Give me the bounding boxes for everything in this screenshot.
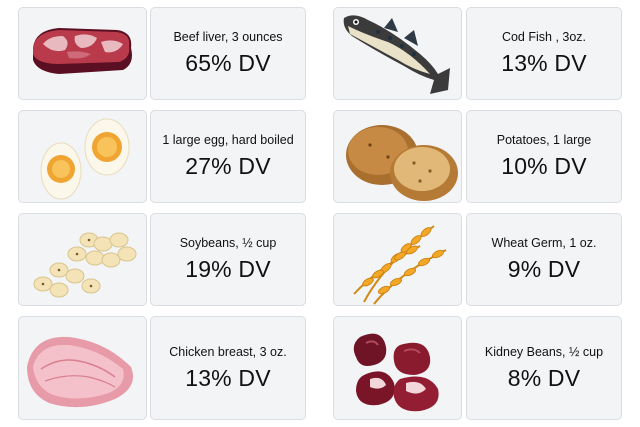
food-label: Potatoes, 1 large (496, 133, 592, 147)
food-info-card: Cod Fish , 3oz. 13% DV (466, 7, 622, 100)
daily-value: 10% DV (501, 153, 587, 179)
daily-value: 9% DV (507, 256, 581, 282)
food-info-card: Kidney Beans, ½ cup 8% DV (466, 316, 622, 420)
food-image-tile (18, 316, 147, 420)
chicken-breast-icon (27, 336, 133, 408)
kidney-beans-icon (353, 333, 439, 412)
potato-icon (346, 125, 458, 201)
food-image-tile (18, 7, 147, 100)
food-label: Kidney Beans, ½ cup (484, 344, 604, 359)
food-label: 1 large egg, hard boiled (162, 133, 294, 147)
food-label: Soybeans, ½ cup (179, 236, 277, 250)
food-image-tile (333, 213, 462, 306)
food-label: Wheat Germ, 1 oz. (491, 236, 597, 250)
food-label: Beef liver, 3 ounces (173, 30, 283, 44)
food-image-tile (333, 7, 462, 100)
cod-fish-icon (343, 15, 450, 94)
food-info-card: Soybeans, ½ cup 19% DV (150, 213, 306, 306)
food-label: Chicken breast, 3 oz. (169, 344, 287, 359)
daily-value: 19% DV (185, 256, 271, 282)
soybeans-icon (33, 232, 137, 298)
food-image-tile (18, 213, 147, 306)
daily-value: 65% DV (185, 50, 271, 76)
food-image-tile (333, 316, 462, 420)
food-image-tile (333, 110, 462, 203)
food-info-card: Beef liver, 3 ounces 65% DV (150, 7, 306, 100)
food-info-card: Wheat Germ, 1 oz. 9% DV (466, 213, 622, 306)
daily-value: 13% DV (185, 364, 271, 391)
food-info-card: 1 large egg, hard boiled 27% DV (150, 110, 306, 203)
wheat-icon (353, 225, 447, 305)
food-image-tile (18, 110, 147, 203)
daily-value: 13% DV (501, 50, 587, 76)
daily-value: 8% DV (507, 364, 581, 391)
boiled-egg-icon (40, 118, 130, 200)
food-info-card: Potatoes, 1 large 10% DV (466, 110, 622, 203)
food-label: Cod Fish , 3oz. (501, 30, 587, 44)
food-info-card: Chicken breast, 3 oz. 13% DV (150, 316, 306, 420)
daily-value: 27% DV (185, 153, 271, 179)
beef-liver-icon (33, 28, 132, 74)
